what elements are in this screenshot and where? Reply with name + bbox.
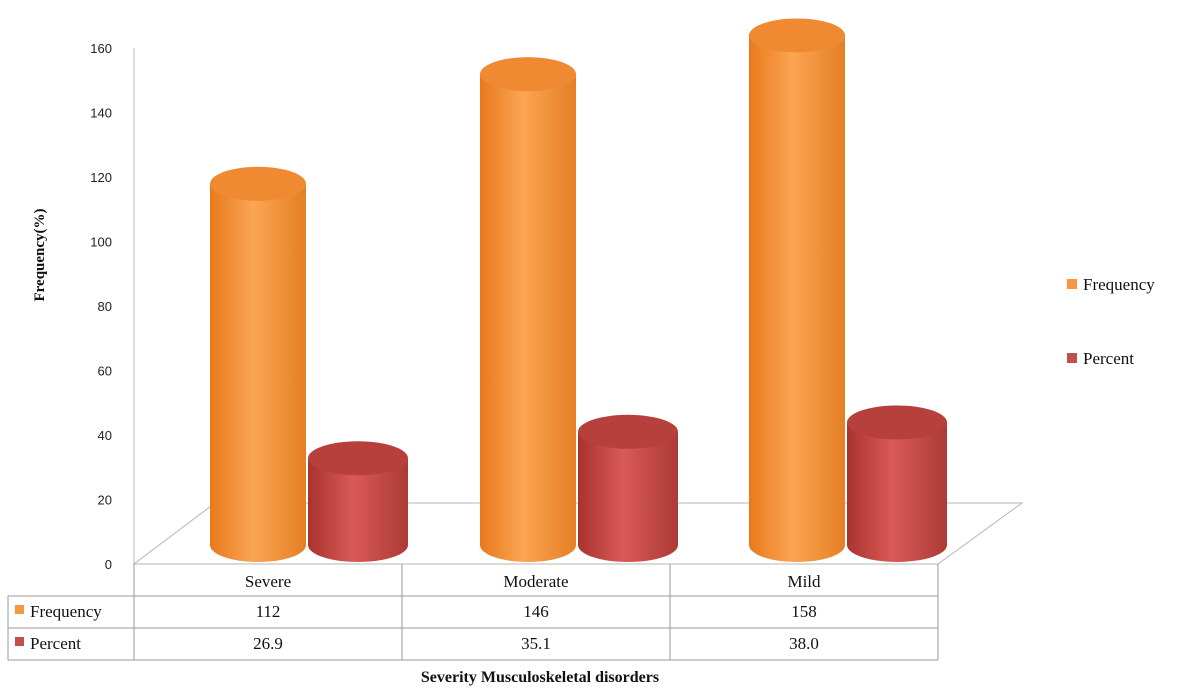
bar-frequency-severe bbox=[210, 167, 306, 562]
bar-frequency-moderate bbox=[480, 57, 576, 562]
bar-percent-mild bbox=[847, 405, 947, 562]
table-row-label-frequency: Frequency bbox=[30, 602, 102, 621]
bar-body bbox=[578, 432, 678, 562]
table-header-mild: Mild bbox=[787, 572, 821, 591]
y-axis-label: Frequency(%) bbox=[32, 208, 48, 301]
bar-body bbox=[847, 422, 947, 562]
bar-body bbox=[480, 74, 576, 562]
table-header-severe: Severe bbox=[245, 572, 291, 591]
bar-top bbox=[749, 18, 845, 52]
legend: Frequency Percent bbox=[1067, 275, 1155, 368]
legend-label-frequency: Frequency bbox=[1083, 275, 1155, 294]
bar-percent-moderate bbox=[578, 415, 678, 562]
table-cell-percent-severe: 26.9 bbox=[253, 634, 283, 653]
y-tick-label: 60 bbox=[98, 364, 112, 379]
y-tick-label: 160 bbox=[90, 41, 112, 56]
x-axis-label: Severity Musculoskeletal disorders bbox=[421, 669, 659, 686]
table-cell-percent-mild: 38.0 bbox=[789, 634, 819, 653]
bar-frequency-mild bbox=[749, 18, 845, 562]
table-cell-frequency-moderate: 146 bbox=[523, 602, 549, 621]
bar-body bbox=[749, 35, 845, 562]
table-header-moderate: Moderate bbox=[503, 572, 568, 591]
y-tick-label: 20 bbox=[98, 493, 112, 508]
bar-top bbox=[847, 405, 947, 439]
table-row-label-percent: Percent bbox=[30, 634, 81, 653]
y-tick-label: 120 bbox=[90, 170, 112, 185]
bar-top bbox=[578, 415, 678, 449]
bars bbox=[210, 18, 947, 562]
bar-body bbox=[210, 184, 306, 562]
y-axis-ticks: 0 20 40 60 80 100 120 140 160 bbox=[90, 41, 112, 572]
y-tick-label: 100 bbox=[90, 235, 112, 250]
legend-swatch-frequency bbox=[1067, 279, 1077, 289]
data-table: Severe Moderate Mild Frequency Percent 1… bbox=[8, 564, 938, 660]
y-tick-label: 80 bbox=[98, 299, 112, 314]
bar-top bbox=[210, 167, 306, 201]
table-cell-frequency-mild: 158 bbox=[791, 602, 817, 621]
bar-top bbox=[480, 57, 576, 91]
table-swatch-frequency bbox=[15, 605, 24, 614]
table-swatch-percent bbox=[15, 637, 24, 646]
y-tick-label: 140 bbox=[90, 106, 112, 121]
table-cell-frequency-severe: 112 bbox=[256, 602, 281, 621]
bar-percent-severe bbox=[308, 441, 408, 562]
table-cell-percent-moderate: 35.1 bbox=[521, 634, 551, 653]
legend-label-percent: Percent bbox=[1083, 349, 1134, 368]
y-tick-label: 40 bbox=[98, 428, 112, 443]
legend-swatch-percent bbox=[1067, 353, 1077, 363]
bar-top bbox=[308, 441, 408, 475]
y-tick-label: 0 bbox=[105, 557, 112, 572]
